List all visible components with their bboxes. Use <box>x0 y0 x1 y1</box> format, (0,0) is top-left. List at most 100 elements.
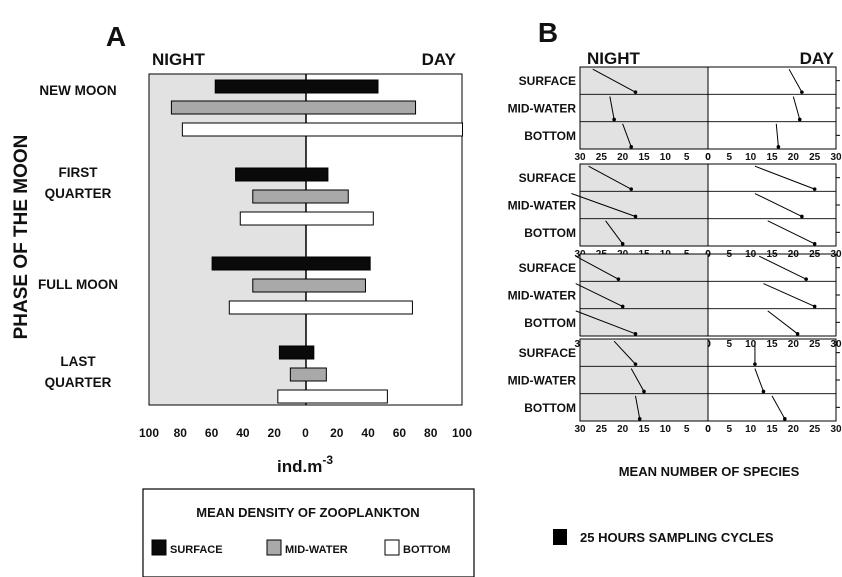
bar-last-quarter-bottom <box>277 389 388 404</box>
species-group-new-moon: SURFACE MID-WATER BOTTOM 30 25 20 15 10 5 0 5 10 15 2… <box>508 66 842 163</box>
x-tick-label: 100 <box>452 426 472 440</box>
depth-label-bottom: BOTTOM <box>524 401 576 415</box>
species-line-day-bottom <box>775 123 779 147</box>
x-tick-label: 60 <box>205 426 219 440</box>
x-tick-label-day: 5 <box>727 339 733 350</box>
x-tick-label-night: 5 <box>684 424 690 435</box>
x-tick-label-day: 20 <box>788 152 800 163</box>
x-tick-label-day: 25 <box>809 339 821 350</box>
x-tick-label-day: 10 <box>745 152 757 163</box>
legend-note: 25 HOURS SAMPLING CYCLES <box>580 530 774 545</box>
species-group-last-quarter: SURFACE MID-WATER BOTTOM 30 25 20 15 10 5 0 5 10 15 2… <box>508 338 842 435</box>
species-line-night-mid-water <box>571 193 636 217</box>
species-line-night-surface <box>592 68 636 93</box>
bar-last-quarter-mid-water <box>289 367 327 382</box>
category-label-last-quarter: LAST <box>60 354 96 369</box>
species-point-day <box>812 187 817 191</box>
depth-label-bottom: BOTTOM <box>524 316 576 330</box>
x-axis-label-text: ind.m <box>277 457 322 476</box>
panel-a-letter: A <box>106 21 126 52</box>
species-point-day <box>800 90 804 94</box>
species-line-day-surface <box>788 68 803 93</box>
species-line-night-bottom <box>622 123 632 147</box>
night-header: NIGHT <box>587 49 641 68</box>
depth-label-mid-water: MID-WATER <box>508 289 577 303</box>
bar-full-moon-bottom <box>228 300 413 315</box>
x-tick-label: 0 <box>302 426 309 440</box>
species-point-night <box>633 90 638 94</box>
x-tick-label-night: 0 <box>705 424 711 435</box>
species-group-full-moon: SURFACEMID-WATERBOTTOM302520151050510152… <box>508 253 842 350</box>
x-axis-label: ind.m-3 <box>277 453 333 476</box>
x-tick-labels: 100 80 60 40 20 0 20 40 60 80 100 <box>139 426 472 440</box>
species-groups: SURFACE MID-WATER BOTTOM 30 25 20 15 10 5 0 5 10 15 2… <box>508 66 842 435</box>
species-point-night <box>629 187 633 191</box>
depth-label-surface: SURFACE <box>519 171 576 185</box>
x-tick-label: 80 <box>174 426 188 440</box>
category-label-last-quarter: QUARTER <box>45 375 112 390</box>
x-tick-label-day: 25 <box>809 424 821 435</box>
x-tick-label-night: 25 <box>596 152 608 163</box>
bar-full-moon-mid-water <box>252 278 366 293</box>
depth-label-bottom: BOTTOM <box>524 226 576 240</box>
species-line-day-surface <box>758 255 807 280</box>
x-tick-label-day: 30 <box>830 424 842 435</box>
species-point-day <box>797 117 802 122</box>
species-line-day-bottom <box>771 395 786 420</box>
bar-full-moon-surface <box>211 256 371 271</box>
category-label-full-moon: FULL MOON <box>38 277 118 292</box>
legend-swatch-surface <box>151 539 167 556</box>
night-shading <box>580 254 708 336</box>
x-tick-label: 20 <box>330 426 344 440</box>
x-tick-label: 80 <box>424 426 438 440</box>
species-line-day-bottom <box>767 310 798 335</box>
bar-first-quarter-mid-water <box>252 189 349 204</box>
x-tick-label-night: 10 <box>660 152 672 163</box>
legend: MEAN DENSITY OF ZOOPLANKTON SURFACE MID-… <box>142 488 475 577</box>
species-point-night <box>620 304 625 309</box>
x-tick-label-night: 0 <box>705 152 711 163</box>
species-line-night-bottom <box>605 220 624 245</box>
species-point-day <box>761 389 766 394</box>
x-tick-label-day: 15 <box>766 152 778 163</box>
species-point-night <box>616 277 621 281</box>
species-point-night <box>633 214 638 219</box>
night-header: NIGHT <box>152 50 206 69</box>
species-line-night-surface <box>575 255 619 280</box>
x-tick-label-night: 30 <box>574 424 586 435</box>
species-point-day <box>753 362 757 366</box>
depth-label-surface: SURFACE <box>519 261 576 275</box>
category-label-first-quarter: QUARTER <box>45 186 112 201</box>
species-point-night <box>633 362 638 366</box>
species-line-day-bottom <box>767 220 815 245</box>
x-tick-label-day: 15 <box>766 339 778 350</box>
x-tick-label-day: 25 <box>809 152 821 163</box>
x-tick-label-day: 5 <box>727 424 733 435</box>
species-point-day <box>812 304 817 309</box>
depth-label-surface: SURFACE <box>519 74 576 88</box>
bar-last-quarter-surface <box>278 345 315 360</box>
species-point-night <box>620 242 625 246</box>
x-tick-label-day: 10 <box>745 424 757 435</box>
legend-title: MEAN DENSITY OF ZOOPLANKTON <box>196 505 419 520</box>
species-line-night-bottom <box>634 395 641 419</box>
species-line-night-mid-water <box>630 368 645 392</box>
species-line-day-mid-water <box>754 193 803 217</box>
species-point-day <box>800 214 804 219</box>
x-tick-label-day: 10 <box>745 339 757 350</box>
x-tick-label-night: 25 <box>596 424 608 435</box>
legend-swatch <box>553 529 567 545</box>
legend-frame <box>142 488 475 577</box>
x-tick-label-night: 15 <box>638 152 650 163</box>
depth-label-surface: SURFACE <box>519 346 576 360</box>
legend-label-bottom: BOTTOM <box>403 544 450 556</box>
legend-swatch-bottom <box>384 539 400 556</box>
depth-label-mid-water: MID-WATER <box>508 374 577 388</box>
species-point-day <box>804 277 808 281</box>
legend-swatch-mid-water <box>266 539 282 556</box>
x-tick-label-night: 20 <box>617 424 629 435</box>
species-group-first-quarter: SURFACEMID-WATERBOTTOM302520151050510152… <box>508 163 842 260</box>
x-tick-label-zero: 0 <box>705 152 711 163</box>
depth-label-bottom: BOTTOM <box>524 129 576 143</box>
x-tick-label-zero: 0 <box>705 424 711 435</box>
